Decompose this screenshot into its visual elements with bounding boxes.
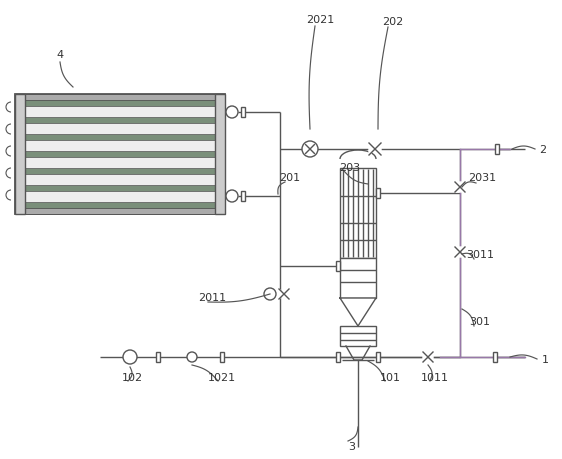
Bar xyxy=(156,352,160,362)
Bar xyxy=(16,101,224,107)
Circle shape xyxy=(226,190,238,202)
Bar xyxy=(336,262,340,271)
Text: 2021: 2021 xyxy=(306,15,334,25)
Bar xyxy=(15,95,225,214)
Polygon shape xyxy=(340,298,376,326)
Circle shape xyxy=(187,352,197,362)
Polygon shape xyxy=(284,289,289,299)
Text: 1: 1 xyxy=(542,354,549,364)
Bar xyxy=(220,352,224,362)
Text: 1011: 1011 xyxy=(421,372,449,382)
Bar xyxy=(340,168,376,258)
Text: 3011: 3011 xyxy=(466,249,494,259)
Polygon shape xyxy=(455,183,465,188)
Bar xyxy=(340,258,376,298)
Bar xyxy=(16,185,224,191)
Text: 102: 102 xyxy=(121,372,143,382)
Bar xyxy=(336,352,340,362)
Circle shape xyxy=(264,288,276,300)
Polygon shape xyxy=(310,146,314,154)
Bar xyxy=(493,352,497,362)
Polygon shape xyxy=(369,144,375,156)
Polygon shape xyxy=(455,247,465,252)
Bar xyxy=(241,108,245,118)
Bar xyxy=(16,118,224,124)
Text: 3: 3 xyxy=(348,441,356,451)
Text: 202: 202 xyxy=(382,17,404,27)
Polygon shape xyxy=(428,352,433,362)
Bar xyxy=(495,145,499,155)
Text: 203: 203 xyxy=(339,162,361,173)
Polygon shape xyxy=(279,289,284,299)
Text: 201: 201 xyxy=(279,173,301,183)
Circle shape xyxy=(123,350,137,364)
Text: 2031: 2031 xyxy=(468,173,496,183)
Polygon shape xyxy=(455,252,465,257)
Polygon shape xyxy=(455,188,465,193)
Bar xyxy=(16,168,224,174)
Text: 4: 4 xyxy=(56,50,64,60)
Polygon shape xyxy=(306,146,310,154)
Text: 101: 101 xyxy=(379,372,401,382)
Bar xyxy=(15,208,225,214)
Bar xyxy=(340,326,376,346)
Bar xyxy=(16,151,224,157)
Polygon shape xyxy=(423,352,428,362)
Circle shape xyxy=(226,107,238,119)
Bar xyxy=(16,202,224,208)
Bar xyxy=(241,191,245,202)
Bar xyxy=(215,95,225,214)
Text: 2011: 2011 xyxy=(198,292,226,302)
Text: 1021: 1021 xyxy=(208,372,236,382)
Bar xyxy=(15,95,25,214)
Text: 2: 2 xyxy=(540,145,547,155)
Bar xyxy=(16,134,224,141)
Bar xyxy=(376,189,380,199)
Bar xyxy=(15,95,225,101)
Text: 301: 301 xyxy=(469,316,491,326)
Polygon shape xyxy=(375,144,381,156)
Circle shape xyxy=(302,142,318,157)
Bar xyxy=(376,352,380,362)
